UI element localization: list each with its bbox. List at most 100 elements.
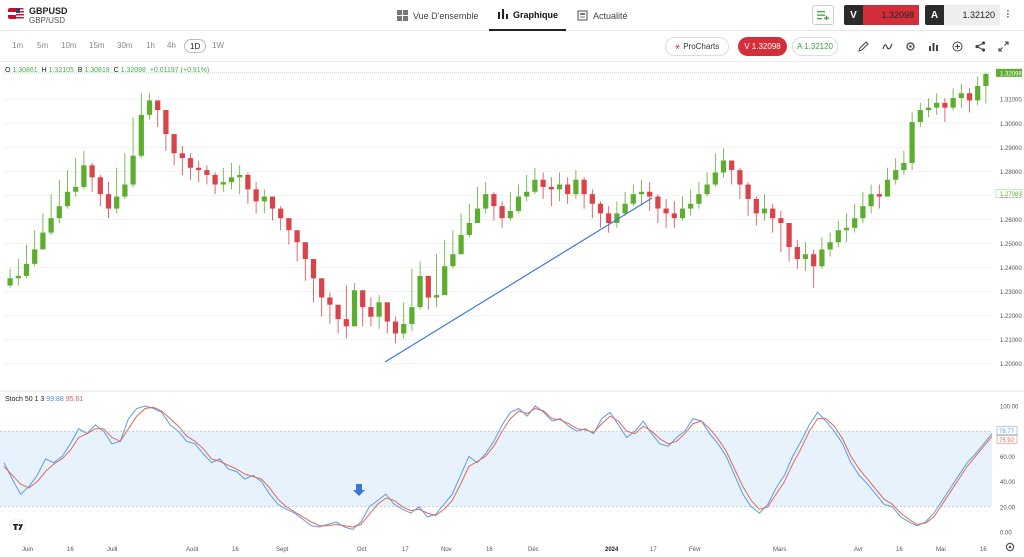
timeframe-1h[interactable]: 1h <box>146 41 155 50</box>
timeframe-4h[interactable]: 4h <box>167 41 176 50</box>
candle-body <box>843 227 850 231</box>
candle-body <box>966 93 973 101</box>
timeframe-1d[interactable]: 1D <box>184 39 207 53</box>
candle-body <box>630 194 636 204</box>
tab-news[interactable]: Actualité <box>577 0 628 31</box>
candle-body <box>515 196 522 211</box>
time-tick-label: 16 <box>980 547 987 553</box>
buy-button[interactable]: A 1.32120 <box>925 5 1000 25</box>
candle-body <box>294 230 300 243</box>
candle-body <box>253 189 259 202</box>
candle-body <box>876 194 882 197</box>
tab-overview[interactable]: Vue D'ensemble <box>397 0 478 31</box>
timeframe-10m[interactable]: 10m <box>61 41 77 50</box>
time-tick-label: Mars <box>773 547 786 553</box>
candle-body <box>753 198 759 214</box>
candle-body <box>32 249 38 264</box>
ohlc-readout: O 1.30861 H 1.32105 B 1.30818 C 1.32098 … <box>5 67 210 74</box>
candle-body <box>237 174 243 178</box>
candle-body <box>245 174 251 190</box>
timeframe-30m[interactable]: 30m <box>117 41 133 50</box>
price-tick-label: 1.29000 <box>1000 146 1022 152</box>
candle-body <box>261 196 267 202</box>
settings-icon[interactable] <box>905 41 916 52</box>
candle-body <box>647 191 653 197</box>
price-tick-label: 1.28000 <box>1000 170 1022 176</box>
stoch-value-label: 75.92 <box>999 438 1015 444</box>
candle-body <box>196 167 202 171</box>
last-price-badge <box>996 68 1022 77</box>
buy-pill-button[interactable]: A 1.32120 <box>792 37 838 56</box>
price-tick-label: 1.24000 <box>1000 266 1022 272</box>
sell-pill-button[interactable]: V 1.32098 <box>738 37 787 56</box>
ohlc-low: 1.30818 <box>84 67 110 74</box>
chart-type-icon[interactable] <box>928 41 939 52</box>
candle-body <box>40 232 46 250</box>
stoch-k-value: 99.88 <box>46 396 64 403</box>
candle-body <box>917 110 923 123</box>
timeframe-1w[interactable]: 1W <box>212 41 224 50</box>
sell-button[interactable]: V 1.32098 <box>844 5 919 25</box>
candle-body <box>868 194 874 207</box>
tab-chart[interactable]: Graphique <box>489 0 567 31</box>
candle-body <box>975 86 981 101</box>
time-tick-label: Nov <box>441 547 452 553</box>
flag-icon <box>8 8 24 19</box>
candle-body <box>187 158 194 168</box>
stoch-tick-label: 20.00 <box>1000 505 1016 511</box>
candle-body <box>368 307 374 317</box>
candle-body <box>622 203 628 214</box>
time-tick-label: Sept <box>276 547 289 553</box>
price-tick-label: 1.30000 <box>1000 122 1022 128</box>
add-icon[interactable] <box>952 41 963 52</box>
candle-body <box>983 73 989 87</box>
candle-body <box>524 191 530 197</box>
symbol-pair: GBP/USD <box>29 16 66 25</box>
candle-body <box>335 304 341 320</box>
candle-body <box>433 295 440 298</box>
stoch-lines <box>3 405 993 531</box>
candle-body <box>778 218 784 223</box>
candle-body <box>671 213 677 219</box>
indicators-icon[interactable] <box>882 41 893 52</box>
candle-body <box>909 122 915 163</box>
price-tick-label: 1.21000 <box>1000 338 1022 344</box>
expand-icon[interactable] <box>998 41 1009 52</box>
trendline[interactable] <box>384 197 653 363</box>
timeframe-15m[interactable]: 15m <box>89 41 105 50</box>
candle-body <box>417 275 423 308</box>
candle-body <box>712 172 718 185</box>
candle-body <box>860 206 866 219</box>
add-watchlist-button[interactable] <box>812 5 834 25</box>
candle-body <box>491 194 497 207</box>
candle-body <box>474 208 481 223</box>
procharts-button[interactable]: ⚹ ProCharts <box>665 37 729 56</box>
price-tick-label: 1.22000 <box>1000 314 1022 320</box>
candle-body <box>204 170 210 175</box>
timeframe-5m[interactable]: 5m <box>37 41 49 50</box>
timeframe-1m[interactable]: 1m <box>12 41 24 50</box>
candle-body <box>392 321 399 334</box>
symbol-name: GBPUSD <box>29 6 68 16</box>
candle-body <box>483 194 489 209</box>
candle-body <box>819 249 825 267</box>
gear-icon[interactable] <box>1004 541 1016 553</box>
candle-body <box>122 184 128 197</box>
time-tick-label: 16 <box>896 547 903 553</box>
candle-body <box>450 254 456 267</box>
buy-price: 1.32120 <box>944 5 1000 25</box>
share-icon[interactable] <box>975 41 986 52</box>
candle-body <box>138 114 144 156</box>
candle-body <box>7 278 13 286</box>
more-menu-button[interactable]: ⁝ <box>1006 7 1010 21</box>
candle-body <box>852 218 858 228</box>
candle-body <box>302 242 308 260</box>
price-label-2: 1.27083 <box>1000 192 1022 198</box>
candle-body <box>638 191 645 195</box>
candle-body <box>884 179 891 197</box>
candle-body <box>56 206 62 219</box>
price-tick-label: 1.25000 <box>1000 242 1022 248</box>
pencil-icon[interactable] <box>858 41 869 52</box>
